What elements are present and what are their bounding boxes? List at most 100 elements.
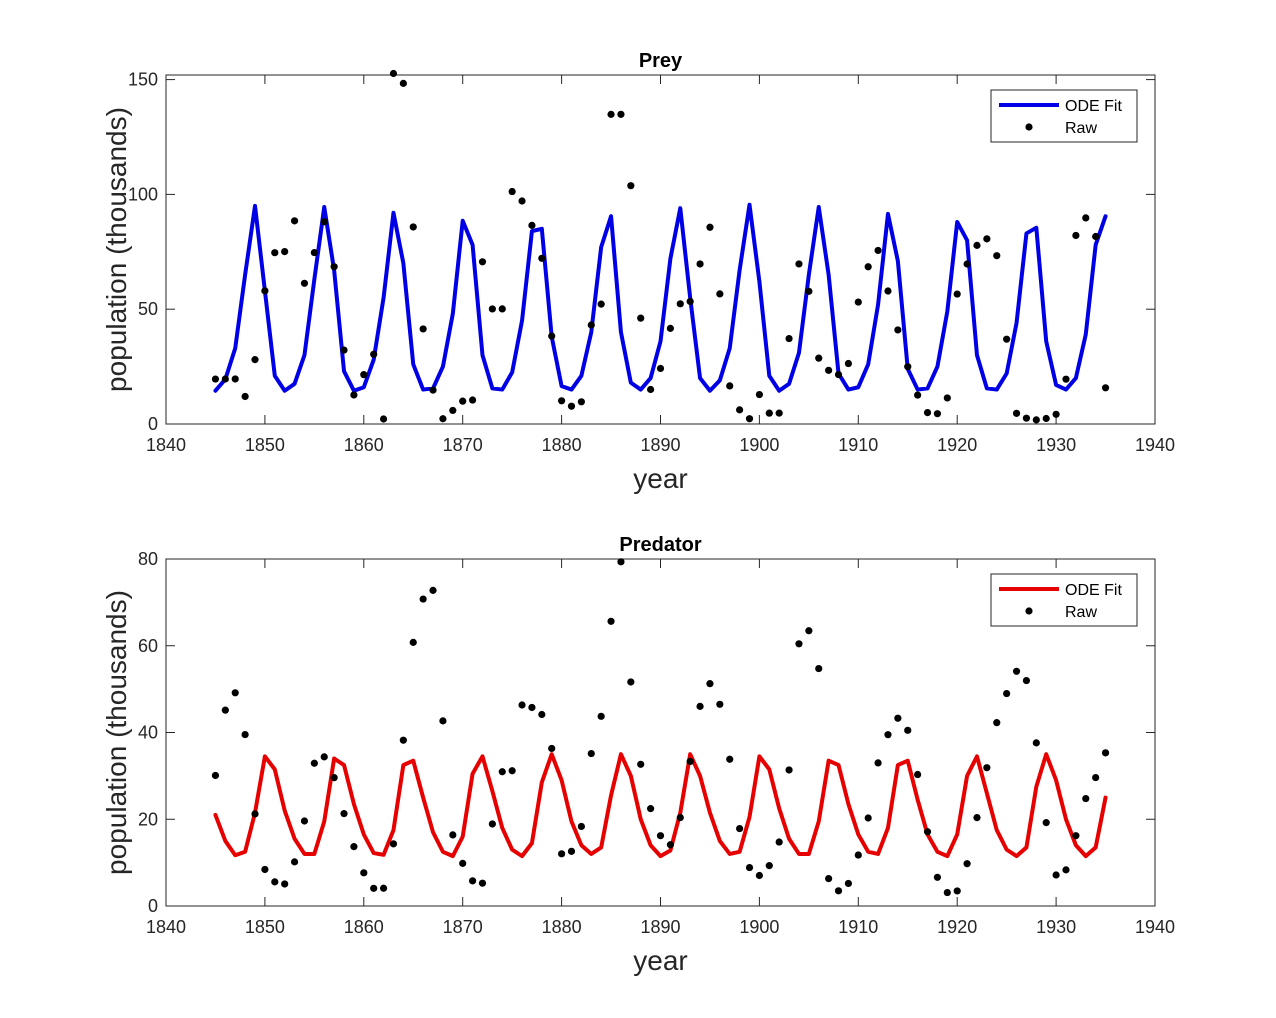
raw-point [933, 410, 942, 418]
x-tick-label: 1910 [838, 917, 878, 937]
raw-point [261, 287, 269, 295]
raw-point [706, 680, 714, 688]
x-tick-label: 1910 [838, 435, 878, 455]
legend-raw-label: Raw [1065, 120, 1097, 137]
raw-point [1082, 214, 1090, 222]
legend: ODE Fit Raw [990, 573, 1138, 627]
raw-point [953, 290, 961, 298]
y-tick-label: 80 [138, 549, 158, 569]
x-tick-label: 1900 [739, 435, 779, 455]
raw-point [656, 364, 665, 373]
raw-point [805, 287, 813, 295]
raw-point [360, 371, 368, 379]
x-tick-label: 1920 [937, 917, 977, 937]
raw-point [419, 595, 427, 603]
raw-point [656, 832, 665, 840]
raw-point [518, 701, 526, 709]
raw-point [231, 375, 239, 383]
raw-point [1012, 667, 1021, 675]
raw-point [874, 246, 882, 255]
raw-point [577, 822, 585, 831]
legend-box [990, 573, 1138, 627]
legend-fit-label: ODE Fit [1065, 98, 1122, 115]
raw-point [1072, 832, 1080, 840]
raw-point [1052, 871, 1060, 879]
x-tick-label: 1870 [443, 917, 483, 937]
raw-point [528, 703, 536, 712]
raw-point [844, 879, 853, 888]
raw-point [478, 879, 487, 887]
raw-point [676, 300, 684, 308]
x-tick-label: 1840 [146, 917, 186, 937]
raw-point [558, 397, 566, 405]
y-tick-label: 50 [138, 299, 158, 319]
y-tick-label: 100 [128, 184, 158, 204]
raw-point [409, 223, 417, 231]
raw-point [340, 346, 348, 354]
legend-box [990, 89, 1138, 143]
raw-point [389, 69, 398, 78]
raw-point [399, 736, 407, 744]
raw-point [231, 689, 239, 697]
raw-point [706, 223, 714, 231]
raw-point [468, 396, 477, 404]
raw-point [834, 887, 843, 895]
x-tick-label: 1890 [640, 435, 680, 455]
raw-point [666, 324, 674, 332]
raw-point [973, 241, 981, 249]
raw-point [874, 759, 882, 767]
raw-point [775, 409, 783, 417]
x-tick-label: 1890 [640, 917, 680, 937]
x-tick-label: 1940 [1135, 435, 1175, 455]
raw-point [716, 700, 724, 708]
raw-point [884, 287, 892, 295]
raw-point [785, 334, 793, 343]
raw-point [597, 300, 605, 308]
raw-point [310, 759, 318, 767]
raw-point [449, 831, 457, 839]
chart-title: Predator [619, 534, 701, 556]
raw-point [943, 888, 951, 897]
raw-point [1003, 689, 1011, 698]
raw-point [607, 110, 615, 118]
raw-point [518, 197, 526, 205]
raw-point [498, 305, 506, 313]
raw-point [1032, 416, 1040, 424]
raw-point [617, 110, 625, 118]
raw-point [439, 415, 447, 423]
chart-prey: 1840 1850 1860 1870 1880 1890 1900 1910 1920 1930… [101, 50, 1175, 494]
raw-point [221, 706, 229, 714]
raw-point [755, 871, 764, 880]
y-tick-label: 0 [148, 414, 158, 434]
raw-point [350, 843, 358, 851]
raw-point [340, 810, 348, 818]
raw-point [716, 290, 724, 298]
y-tick-label: 60 [138, 636, 158, 656]
x-tick-label: 1850 [245, 917, 285, 937]
raw-point [666, 841, 674, 849]
y-axis-label: population (thousands) [101, 107, 132, 392]
raw-point [627, 678, 635, 686]
raw-point [745, 415, 754, 423]
raw-point [538, 710, 546, 719]
raw-point [320, 218, 328, 226]
y-tick-label: 20 [138, 809, 158, 829]
raw-point [1092, 232, 1100, 241]
raw-point [409, 638, 417, 646]
x-tick-label: 1880 [542, 917, 582, 937]
raw-point [844, 359, 853, 368]
y-tick-label: 40 [138, 723, 158, 743]
raw-point [923, 408, 932, 417]
y-tick-label: 0 [148, 896, 158, 916]
raw-point [281, 247, 289, 256]
raw-point [587, 749, 595, 758]
raw-point [261, 865, 269, 874]
raw-point [963, 260, 971, 268]
raw-point [904, 363, 912, 371]
raw-point [399, 79, 407, 87]
x-tick-label: 1880 [542, 435, 582, 455]
raw-point [419, 325, 427, 333]
raw-point [548, 744, 556, 753]
x-tick-label: 1900 [739, 917, 779, 937]
